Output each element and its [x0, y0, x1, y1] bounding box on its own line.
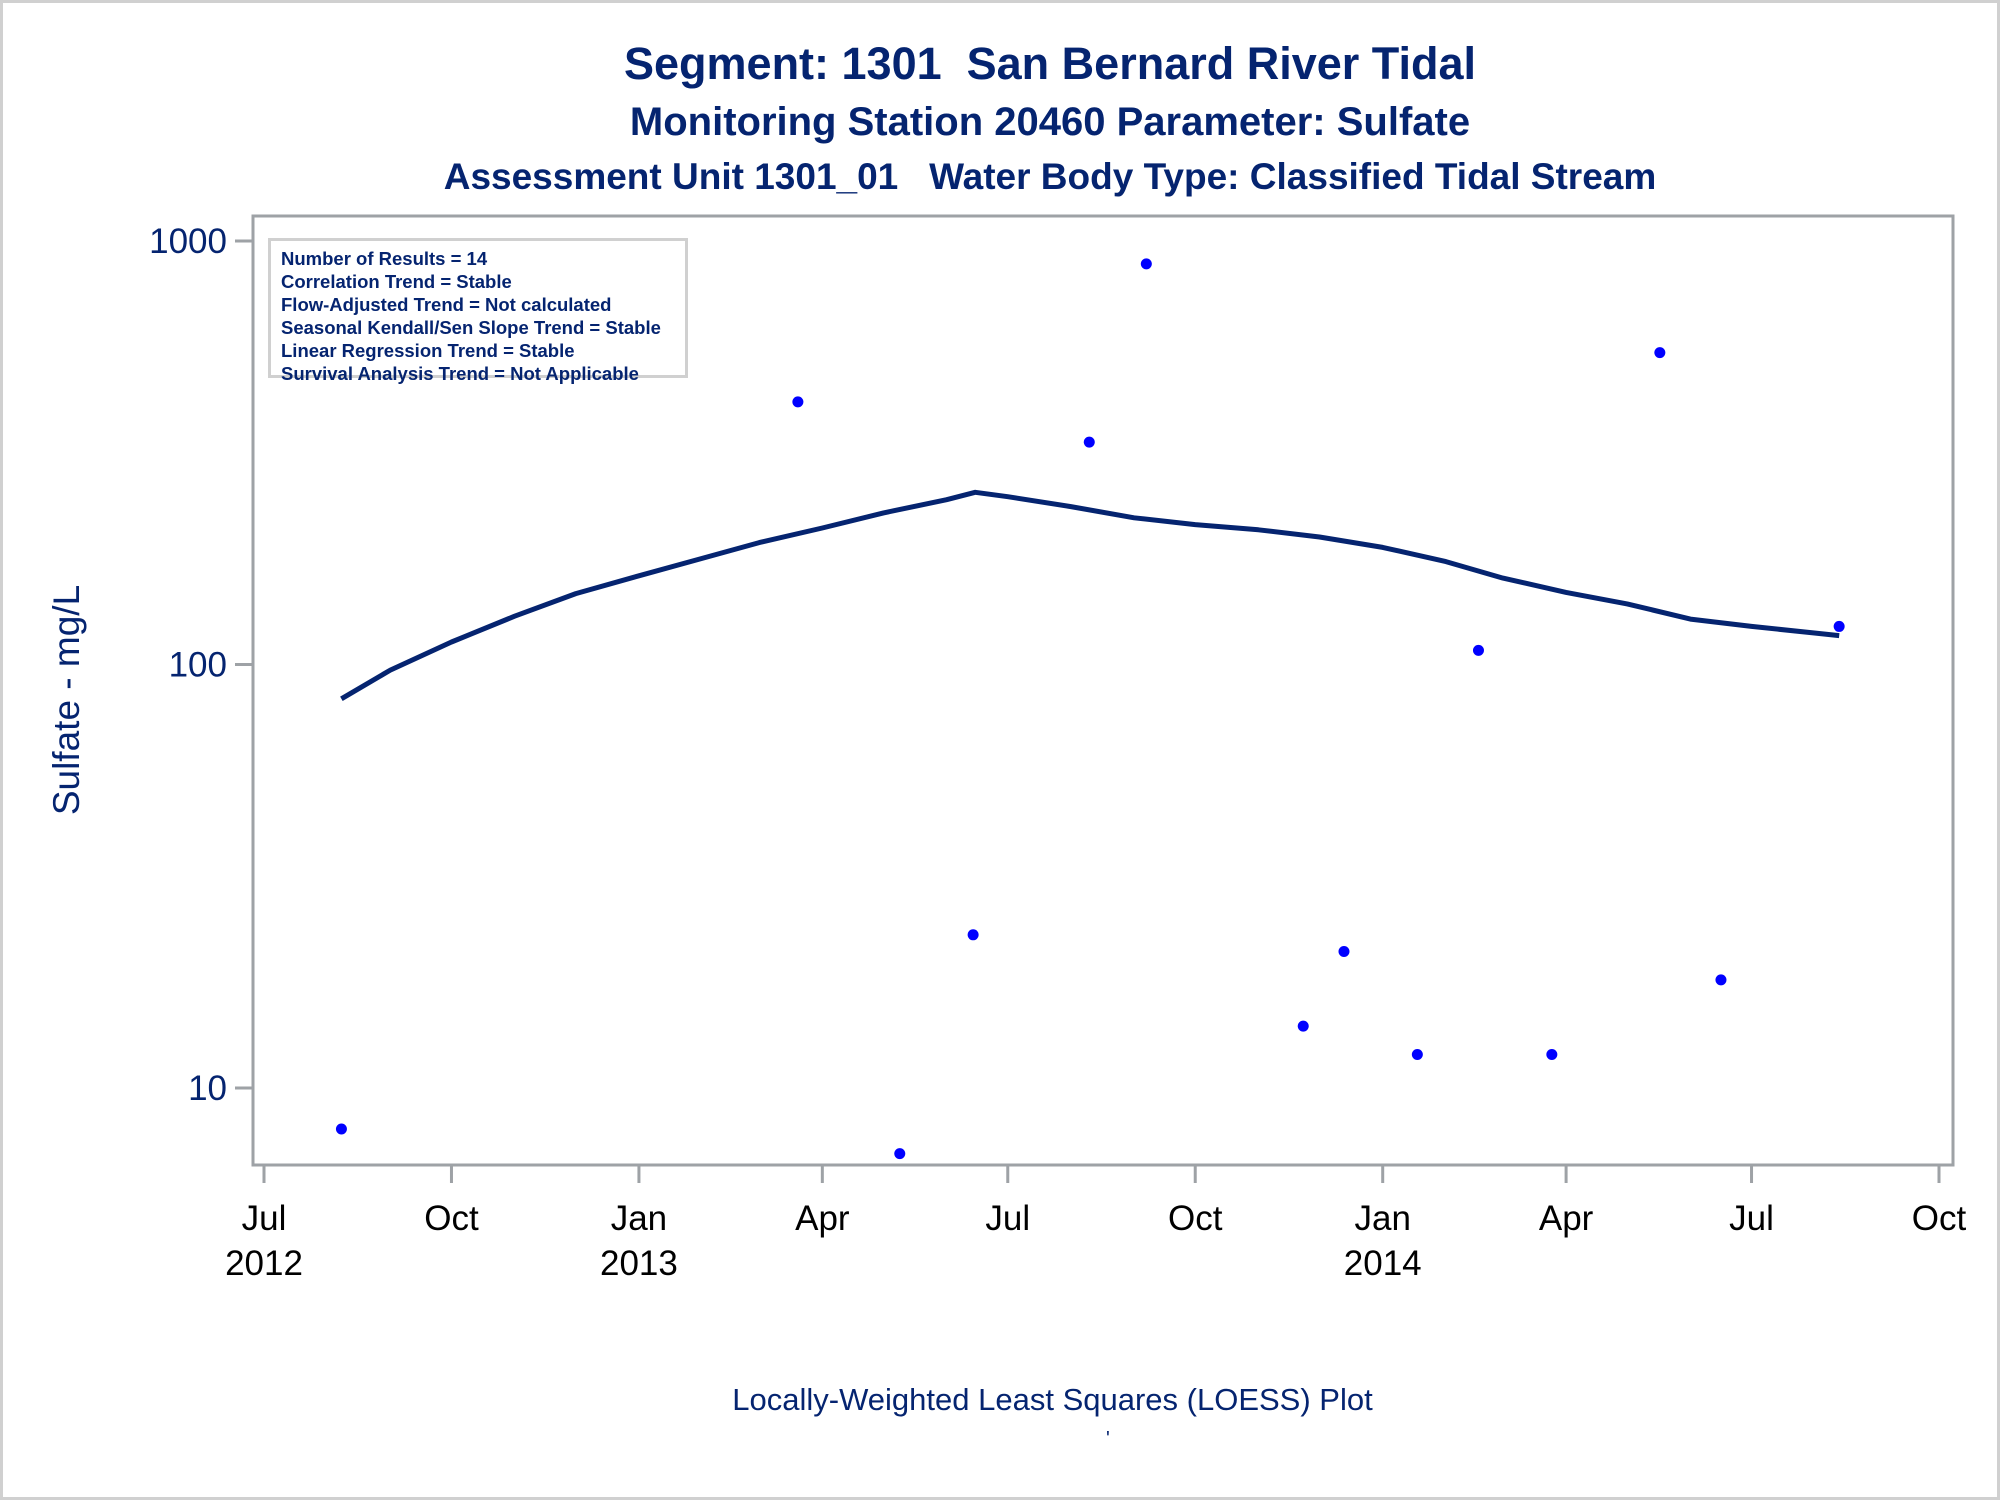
x-tick-label-month: Apr	[1539, 1199, 1594, 1238]
chart-title: Segment: 1301 San Bernard River Tidal	[624, 38, 1476, 89]
data-point	[1411, 1048, 1423, 1060]
data-point	[894, 1148, 906, 1160]
stat-number-of-results: Number of Results = 14	[281, 248, 488, 269]
data-point	[1472, 644, 1484, 656]
x-tick-label-month: Jul	[1729, 1199, 1774, 1238]
stat-linear-regression-trend: Linear Regression Trend = Stable	[281, 340, 575, 361]
y-tick-label: 10	[188, 1069, 227, 1108]
x-tick-label-year: 2012	[225, 1244, 303, 1283]
y-tick-label: 1000	[149, 222, 227, 261]
stat-flow-adjusted-trend: Flow-Adjusted Trend = Not calculated	[281, 294, 612, 315]
x-tick-label-month: Jul	[985, 1199, 1030, 1238]
x-tick-label-month: Oct	[424, 1199, 479, 1238]
data-point	[1297, 1020, 1309, 1032]
x-tick-label-year: 2014	[1344, 1244, 1422, 1283]
x-tick-label-month: Jan	[611, 1199, 667, 1238]
x-tick-label-month: Apr	[795, 1199, 850, 1238]
data-point	[1654, 347, 1666, 359]
loess-fit-line	[340, 489, 1840, 701]
data-point	[1715, 974, 1727, 986]
data-point	[1833, 620, 1845, 632]
data-point	[967, 929, 979, 941]
data-point	[1546, 1048, 1558, 1060]
chart-subtitle-assessment: Assessment Unit 1301_01 Water Body Type:…	[443, 156, 1657, 197]
data-point	[1140, 258, 1152, 270]
x-tick-label-month: Oct	[1912, 1199, 1967, 1238]
y-tick-label: 100	[169, 646, 227, 685]
x-tick-label-month: Jul	[242, 1199, 287, 1238]
x-tick-label-year: 2013	[600, 1244, 678, 1283]
x-tick-label-month: Jan	[1354, 1199, 1410, 1238]
chart-subtitle-station: Monitoring Station 20460 Parameter: Sulf…	[629, 100, 1471, 144]
data-point	[1338, 946, 1350, 958]
stat-correlation-trend: Correlation Trend = Stable	[281, 271, 512, 292]
data-point	[792, 396, 804, 408]
data-point	[1083, 436, 1095, 448]
footnote-plot-type: Locally-Weighted Least Squares (LOESS) P…	[732, 1382, 1373, 1417]
y-axis-label: Sulfate - mg/L	[46, 585, 87, 815]
stat-survival-analysis-trend: Survival Analysis Trend = Not Applicable	[281, 363, 639, 384]
plot-frame	[251, 214, 1955, 1167]
footnote-mark: '	[1106, 1428, 1110, 1450]
data-point	[335, 1123, 347, 1135]
trend-statistics-box: Number of Results = 14 Correlation Trend…	[268, 238, 688, 384]
stat-seasonal-kendall-trend: Seasonal Kendall/Sen Slope Trend = Stabl…	[281, 317, 661, 338]
x-tick-label-month: Oct	[1168, 1199, 1223, 1238]
